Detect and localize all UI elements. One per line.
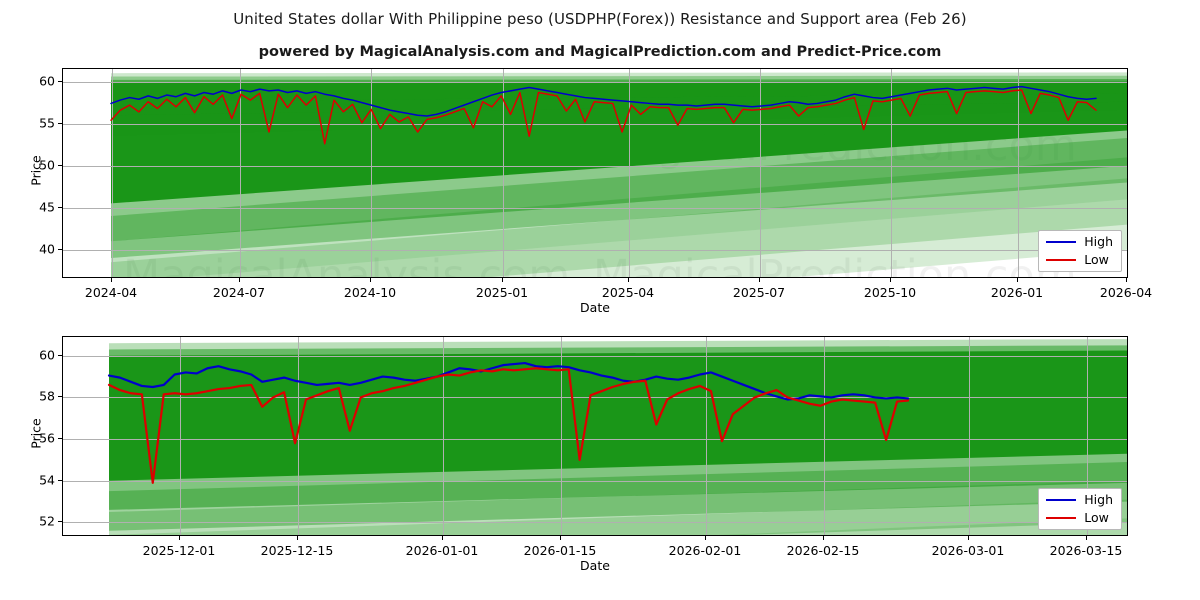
page-subtitle: powered by MagicalAnalysis.com and Magic… [0, 44, 1200, 60]
x-tick-label: 2026-02-15 [787, 543, 860, 558]
series-line-high [109, 363, 908, 399]
y-tick-label: 58 [39, 389, 55, 404]
x-tick [560, 536, 561, 540]
x-tick-label: 2026-01 [991, 285, 1043, 300]
x-tick-label: 2024-07 [213, 285, 265, 300]
x-tick [239, 278, 240, 282]
x-tick-label: 2025-01 [476, 285, 528, 300]
x-tick-label: 2024-10 [344, 285, 396, 300]
page-title: United States dollar With Philippine pes… [0, 10, 1200, 28]
series-line-high [111, 87, 1096, 116]
x-tick-label: 2026-04 [1100, 285, 1152, 300]
x-tick-label: 2025-12-15 [261, 543, 334, 558]
x-tick-label: 2025-10 [864, 285, 916, 300]
y-tick-label: 55 [39, 115, 55, 130]
series-lines [63, 337, 1127, 535]
detail-x-axis-title: Date [580, 558, 610, 573]
y-tick-label: 60 [39, 347, 55, 362]
x-tick-label: 2026-01-15 [524, 543, 597, 558]
y-tick [58, 521, 62, 522]
y-tick [58, 249, 62, 250]
x-tick-label: 2026-02-01 [669, 543, 742, 558]
x-tick [705, 536, 706, 540]
x-tick-label: 2024-04 [85, 285, 137, 300]
overview-plot-area: MagicalAnalysis.comMagicalPrediction.com… [62, 68, 1128, 278]
y-tick-label: 60 [39, 73, 55, 88]
x-tick [1086, 536, 1087, 540]
detail-plot-clip: MagicalAnalysis.comMagicalPrediction.com [63, 337, 1127, 535]
y-tick-label: 52 [39, 514, 55, 529]
x-tick [890, 278, 891, 282]
legend-line-icon [1046, 241, 1076, 243]
legend-label: Low [1084, 512, 1109, 525]
chart-page: United States dollar With Philippine pes… [0, 0, 1200, 600]
x-tick-label: 2026-03-01 [932, 543, 1005, 558]
x-tick [111, 278, 112, 282]
y-tick [58, 480, 62, 481]
y-tick [58, 396, 62, 397]
legend-label: High [1084, 494, 1113, 507]
detail-plot-area: MagicalAnalysis.comMagicalPrediction.com [62, 336, 1128, 536]
y-tick-label: 50 [39, 157, 55, 172]
series-lines [63, 69, 1127, 277]
overview-plot-clip: MagicalAnalysis.comMagicalPrediction.com… [63, 69, 1127, 277]
detail-legend: High Low [1038, 488, 1122, 530]
y-tick [58, 165, 62, 166]
x-tick-label: 2026-01-01 [406, 543, 479, 558]
x-tick-label: 2025-04 [602, 285, 654, 300]
y-tick [58, 207, 62, 208]
legend-row: High [1046, 494, 1113, 507]
x-tick [968, 536, 969, 540]
x-tick [759, 278, 760, 282]
y-tick-label: 56 [39, 431, 55, 446]
y-tick [58, 81, 62, 82]
series-line-low [111, 90, 1096, 144]
x-tick [1126, 278, 1127, 282]
x-tick-label: 2025-12-01 [143, 543, 216, 558]
legend-line-icon [1046, 517, 1076, 519]
legend-row: Low [1046, 254, 1113, 267]
detail-chart-panel: MagicalAnalysis.comMagicalPrediction.com… [62, 336, 1128, 536]
x-tick-label: 2025-07 [733, 285, 785, 300]
y-tick-label: 40 [39, 241, 55, 256]
series-line-low [109, 368, 908, 483]
y-tick-label: 45 [39, 199, 55, 214]
overview-legend: High Low [1038, 230, 1122, 272]
x-tick [1017, 278, 1018, 282]
x-tick [370, 278, 371, 282]
overview-x-axis-title: Date [580, 300, 610, 315]
overview-chart-panel: MagicalAnalysis.comMagicalPrediction.com… [62, 68, 1128, 278]
y-tick [58, 123, 62, 124]
legend-label: High [1084, 236, 1113, 249]
y-tick-label: 54 [39, 472, 55, 487]
legend-label: Low [1084, 254, 1109, 267]
legend-row: High [1046, 236, 1113, 249]
x-tick [823, 536, 824, 540]
x-tick [628, 278, 629, 282]
legend-line-icon [1046, 259, 1076, 261]
x-tick-label: 2026-03-15 [1050, 543, 1123, 558]
x-tick [442, 536, 443, 540]
x-tick [179, 536, 180, 540]
legend-line-icon [1046, 499, 1076, 501]
legend-row: Low [1046, 512, 1113, 525]
y-tick [58, 355, 62, 356]
x-tick [297, 536, 298, 540]
y-tick [58, 438, 62, 439]
x-tick [502, 278, 503, 282]
